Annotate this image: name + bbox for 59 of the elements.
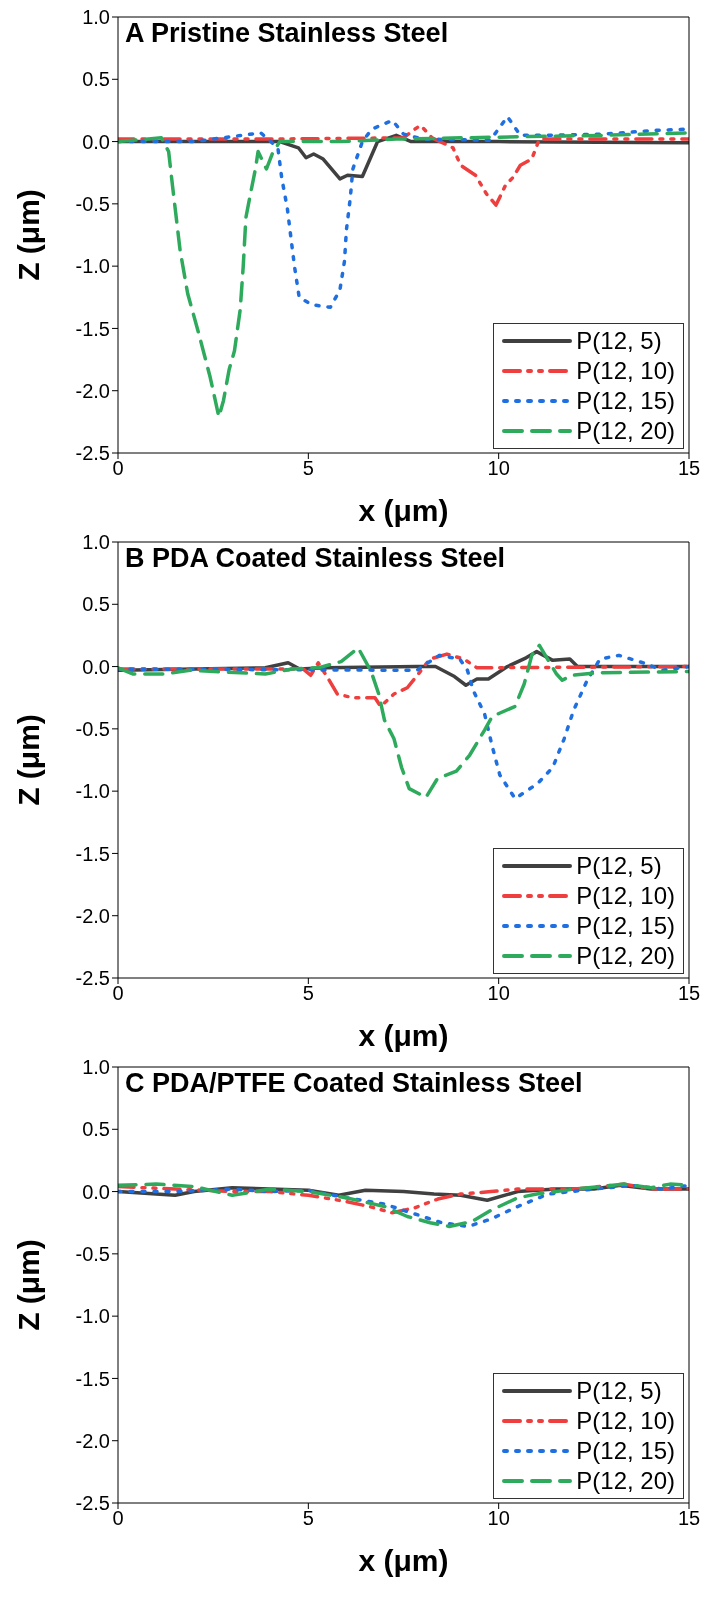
y-tick-label: -2.0 — [75, 379, 110, 402]
chart-title: A Pristine Stainless Steel — [125, 18, 449, 49]
y-tick-label: -1.0 — [75, 255, 110, 278]
y-tick-label: 0.0 — [82, 130, 110, 153]
legend-label: P(12, 20) — [576, 941, 675, 971]
y-tick-label: -0.5 — [75, 192, 110, 215]
y-tick-label: -0.5 — [75, 1242, 110, 1265]
legend-label: P(12, 5) — [576, 851, 662, 881]
line-series — [118, 123, 689, 207]
y-tick-label: 1.0 — [82, 531, 110, 554]
chart-title: C PDA/PTFE Coated Stainless Steel — [125, 1068, 583, 1099]
x-tick-label: 10 — [487, 1507, 510, 1530]
x-axis-title: x (μm) — [358, 1019, 449, 1052]
x-tick-label: 5 — [302, 982, 314, 1005]
y-tick-label: -2.0 — [75, 904, 110, 927]
x-tick-label: 15 — [677, 982, 701, 1005]
y-tick-label: -1.5 — [75, 1367, 110, 1390]
y-tick-label: 1.0 — [82, 1056, 110, 1079]
y-tick-label: -2.5 — [75, 967, 110, 990]
x-tick-label: 0 — [112, 457, 124, 480]
y-tick-label: -0.5 — [75, 717, 110, 740]
legend-label: P(12, 15) — [576, 386, 675, 416]
x-axis-title: x (μm) — [358, 1544, 449, 1577]
y-axis-title: Z (μm) — [11, 1239, 45, 1331]
line-series — [118, 1182, 689, 1215]
y-tick-label: -2.5 — [75, 1492, 110, 1515]
y-tick-label: -2.0 — [75, 1429, 110, 1452]
y-tick-label: 0.5 — [82, 68, 110, 91]
y-tick-label: -1.0 — [75, 1305, 110, 1328]
y-tick-label: -1.0 — [75, 780, 110, 803]
legend-label: P(12, 10) — [576, 881, 675, 911]
x-tick-label: 0 — [112, 1507, 124, 1530]
x-tick-label: 5 — [302, 457, 314, 480]
legend-label: P(12, 20) — [576, 416, 675, 446]
y-tick-label: -1.5 — [75, 842, 110, 865]
legend-label: P(12, 5) — [576, 1376, 662, 1406]
y-tick-label: 0.5 — [82, 1118, 110, 1141]
legend-label: P(12, 15) — [576, 911, 675, 941]
y-tick-label: -1.5 — [75, 317, 110, 340]
chart-title: B PDA Coated Stainless Steel — [125, 543, 506, 574]
y-tick-label: 1.0 — [82, 6, 110, 29]
x-tick-label: 15 — [677, 1507, 701, 1530]
x-tick-label: 10 — [487, 457, 510, 480]
legend-label: P(12, 10) — [576, 356, 675, 386]
legend-label: P(12, 5) — [576, 326, 662, 356]
y-tick-label: 0.5 — [82, 593, 110, 616]
x-tick-label: 5 — [302, 1507, 314, 1530]
x-axis-title: x (μm) — [358, 494, 449, 527]
y-tick-label: -2.5 — [75, 442, 110, 465]
y-tick-label: 0.0 — [82, 1180, 110, 1203]
x-tick-label: 15 — [677, 457, 701, 480]
legend-label: P(12, 15) — [576, 1436, 675, 1466]
x-tick-label: 0 — [112, 982, 124, 1005]
x-tick-label: 10 — [487, 982, 510, 1005]
legend-label: P(12, 10) — [576, 1406, 675, 1436]
y-axis-title: Z (μm) — [11, 714, 45, 806]
legend-label: P(12, 20) — [576, 1466, 675, 1496]
y-axis-title: Z (μm) — [11, 189, 45, 281]
y-tick-label: 0.0 — [82, 655, 110, 678]
